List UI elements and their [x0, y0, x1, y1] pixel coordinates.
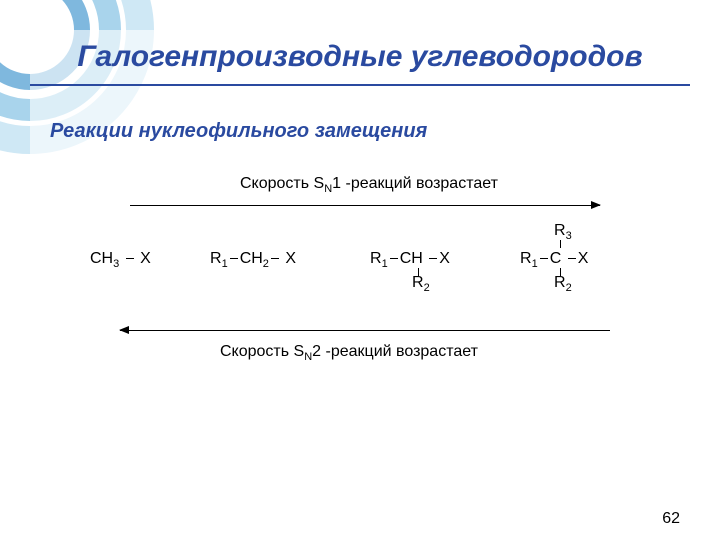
sn1-prefix: Скорость S: [240, 175, 324, 192]
m4-down: R2: [554, 274, 572, 294]
m2-r1: R: [210, 250, 222, 267]
sn1-suffix: 1 -реакций возрастает: [332, 175, 498, 192]
m4-r1sub: 1: [532, 258, 538, 270]
m2-mid: CH: [240, 250, 263, 267]
title-underline: [30, 84, 690, 86]
m4-up: R3: [554, 222, 572, 242]
bond-icon: [568, 258, 576, 259]
page-title: Галогенпроизводные углеводородов: [40, 40, 680, 74]
m2-r1sub: 1: [222, 258, 228, 270]
m4-tail: X: [578, 250, 589, 267]
reaction-diagram: Скорость SN1 -реакций возрастает CH3 X R…: [90, 165, 650, 385]
m2-tail: X: [285, 250, 296, 267]
sn1-sub: N: [324, 183, 332, 195]
m2-midsub: 2: [263, 258, 269, 270]
m3-r1: R: [370, 250, 382, 267]
bond-icon: [390, 258, 398, 259]
page-subtitle: Реакции нуклеофильного замещения: [50, 120, 427, 143]
bond-icon: [540, 258, 548, 259]
m3-down: R2: [412, 274, 430, 294]
sn2-suffix: 2 -реакций возрастает: [312, 343, 478, 360]
m1-tail: X: [140, 250, 151, 267]
molecule-secondary: R1CH X R2: [370, 250, 450, 270]
m4-r1: R: [520, 250, 532, 267]
m4-mid: C: [550, 250, 562, 267]
molecule-primary-alkyl: R1 CH2 X: [210, 250, 296, 270]
formula-row: CH3 X R1CH2 X R1CH X R2 R1C X R3 R2: [90, 250, 650, 310]
bond-icon: [126, 258, 134, 259]
m3-tail: X: [439, 250, 450, 267]
arrow-sn1: [130, 205, 600, 206]
bond-icon: [271, 258, 279, 259]
m3-r1sub: 1: [382, 258, 388, 270]
m1-main: CH: [90, 250, 113, 267]
sn2-sub: N: [304, 351, 312, 363]
bond-icon: [429, 258, 437, 259]
m1-sub: 3: [113, 258, 119, 270]
molecule-primary: CH3 X: [90, 250, 151, 270]
sn2-prefix: Скорость S: [220, 343, 304, 360]
molecule-tertiary: R1C X R3 R2: [520, 250, 588, 270]
page-number: 62: [662, 510, 680, 528]
arrow-sn2: [120, 330, 610, 331]
bond-icon: [230, 258, 238, 259]
m3-mid: CH: [400, 250, 423, 267]
sn1-caption: Скорость SN1 -реакций возрастает: [240, 175, 498, 195]
sn2-caption: Скорость SN2 -реакций возрастает: [220, 343, 478, 363]
corner-swirl: [0, 0, 190, 190]
